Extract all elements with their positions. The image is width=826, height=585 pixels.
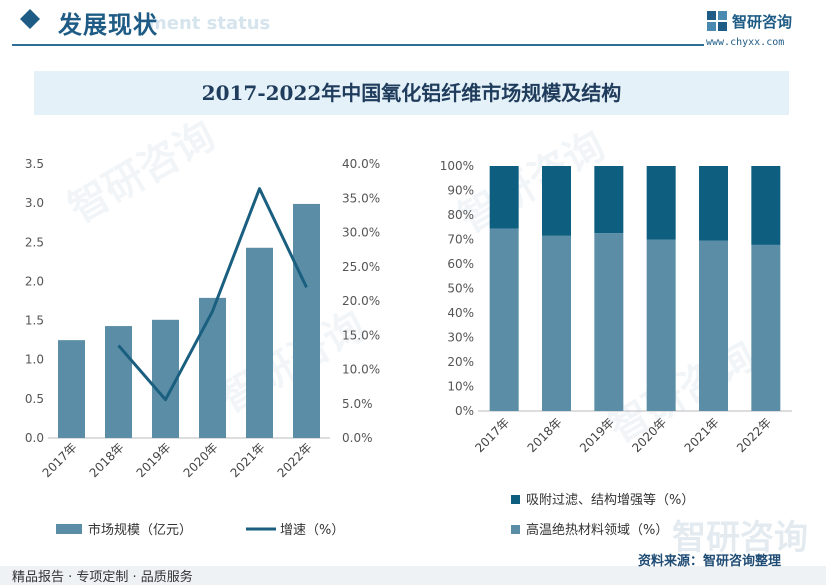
legend-swatch-market-size xyxy=(56,524,82,534)
brand-url: www.chyxx.com xyxy=(706,37,785,48)
brand-logo-icon xyxy=(707,11,727,31)
y-right-tick-label: 10.0% xyxy=(342,363,380,377)
insulation-share-bar xyxy=(594,233,624,411)
header-divider xyxy=(12,44,704,46)
y-right-tick-label: 30.0% xyxy=(342,226,380,240)
source-note: 资料来源：智研咨询整理 xyxy=(638,554,782,569)
insulation-share-bar xyxy=(699,240,728,411)
y-left-tick-label: 0.5 xyxy=(25,392,44,406)
x-tick-label: 2022年 xyxy=(734,415,774,455)
x-tick-label: 2021年 xyxy=(682,415,722,455)
chart-title: 2017-2022年中国氧化铝纤维市场规模及结构 xyxy=(201,81,622,105)
y-left-tick-label: 1.0 xyxy=(25,353,44,367)
y-right-tick-label: 40.0% xyxy=(342,157,380,171)
filtration-share-bar xyxy=(699,166,728,241)
legend-label-market-size: 市场规模（亿元） xyxy=(88,522,192,538)
x-tick-label: 2020年 xyxy=(181,440,221,480)
x-tick-label: 2019年 xyxy=(577,415,617,455)
filtration-share-bar xyxy=(542,166,571,236)
legend-label-insulation: 高温绝热材料领域（%） xyxy=(526,522,668,538)
x-tick-label: 2018年 xyxy=(525,415,565,455)
y-left-tick-label: 0.0 xyxy=(25,431,44,445)
x-tick-label: 2020年 xyxy=(629,415,669,455)
y-left-tick-label: 2.0 xyxy=(25,274,44,288)
filtration-share-bar xyxy=(594,166,624,234)
brand: 智研咨询 www.chyxx.com xyxy=(706,8,816,48)
market-size-bar xyxy=(246,247,273,438)
filtration-share-bar xyxy=(751,166,781,245)
filtration-share-bar xyxy=(489,166,519,229)
header-subtitle: ment status xyxy=(148,13,271,34)
y-tick-label: 50% xyxy=(447,282,474,296)
filtration-share-bar xyxy=(646,166,676,240)
legend-label-filtration: 吸附过滤、结构增强等（%） xyxy=(526,492,694,508)
y-left-tick-label: 2.5 xyxy=(25,235,44,249)
y-tick-label: 40% xyxy=(447,306,474,320)
y-right-tick-label: 20.0% xyxy=(342,294,380,308)
y-left-tick-label: 3.5 xyxy=(25,157,44,171)
footer-watermark: 智研咨询 xyxy=(672,518,808,558)
legend-swatch-insulation xyxy=(511,525,520,534)
x-tick-label: 2017年 xyxy=(40,440,80,480)
market-size-bar xyxy=(58,340,85,438)
insulation-share-bar xyxy=(751,244,781,411)
market-size-bar xyxy=(105,326,132,438)
insulation-share-bar xyxy=(542,235,571,411)
chart-title-box: 2017-2022年中国氧化铝纤维市场规模及结构 xyxy=(34,71,789,115)
y-tick-label: 90% xyxy=(447,184,474,198)
y-tick-label: 0% xyxy=(455,404,474,418)
footer-bar xyxy=(0,566,826,585)
y-tick-label: 60% xyxy=(447,257,474,271)
header: ment status 发展现状 智研咨询 www.chyxx.com xyxy=(0,0,826,48)
legend-swatch-filtration xyxy=(511,495,520,504)
market-size-bar xyxy=(199,297,226,438)
x-tick-label: 2022年 xyxy=(275,440,315,480)
y-tick-label: 30% xyxy=(447,331,474,345)
header-title: 发展现状 xyxy=(58,11,158,39)
footer-slogan: 精品报告 · 专项定制 · 品质服务 xyxy=(12,570,193,585)
y-left-tick-label: 3.0 xyxy=(25,196,44,210)
y-right-tick-label: 35.0% xyxy=(342,191,380,205)
y-tick-label: 20% xyxy=(447,355,474,369)
legend-label-growth-rate: 增速（%） xyxy=(280,523,344,538)
y-tick-label: 10% xyxy=(447,380,474,394)
x-tick-label: 2018年 xyxy=(87,440,127,480)
y-right-tick-label: 0.0% xyxy=(342,431,373,445)
insulation-share-bar xyxy=(646,239,676,411)
y-right-tick-label: 25.0% xyxy=(342,260,380,274)
y-right-tick-label: 15.0% xyxy=(342,328,380,342)
y-tick-label: 80% xyxy=(447,208,474,222)
x-tick-label: 2017年 xyxy=(472,415,512,455)
diamond-icon xyxy=(20,9,40,29)
y-tick-label: 70% xyxy=(447,233,474,247)
x-tick-label: 2019年 xyxy=(134,440,174,480)
market-size-bar xyxy=(152,319,179,438)
market-size-bar xyxy=(293,203,320,438)
y-tick-label: 100% xyxy=(440,159,474,173)
y-left-tick-label: 1.5 xyxy=(25,314,44,328)
brand-name: 智研咨询 xyxy=(732,13,793,31)
x-tick-label: 2021年 xyxy=(228,440,268,480)
y-right-tick-label: 5.0% xyxy=(342,397,373,411)
insulation-share-bar xyxy=(489,228,519,411)
